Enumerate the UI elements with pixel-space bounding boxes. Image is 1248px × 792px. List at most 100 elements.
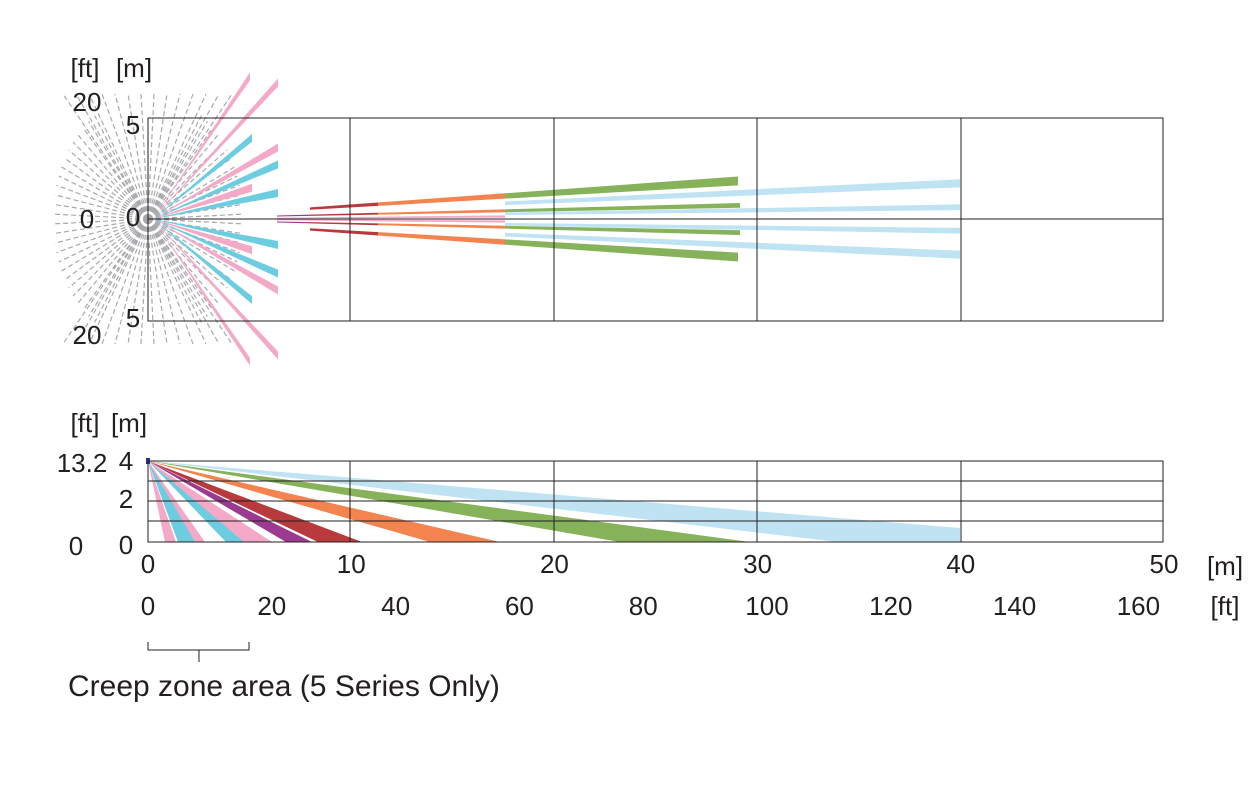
beam	[153, 160, 278, 219]
creep-line	[62, 218, 149, 345]
side-view-beams	[146, 458, 960, 542]
creep-line	[147, 149, 228, 220]
creep-line	[147, 218, 194, 345]
beam	[153, 183, 252, 219]
creep-line	[147, 93, 181, 220]
ft-label: 20	[73, 320, 102, 350]
ft-label: 0	[69, 531, 83, 561]
creep-line	[147, 218, 233, 345]
unit-label: [m]	[116, 53, 152, 83]
beam	[378, 193, 505, 206]
creep-line	[140, 93, 149, 220]
x-m-label: 40	[946, 549, 975, 579]
top-view-grid	[349, 118, 962, 321]
m-label: 5	[126, 303, 140, 333]
beam	[153, 219, 252, 305]
creep-line	[68, 149, 149, 220]
x-ft-label: 60	[505, 591, 534, 621]
creep-line	[88, 93, 149, 220]
creep-line	[72, 218, 149, 297]
creep-line	[114, 218, 149, 345]
x-ft-label: 80	[629, 591, 658, 621]
beam	[153, 219, 278, 360]
creep-line	[147, 93, 207, 220]
creep-line	[147, 218, 168, 345]
m-label: 0	[119, 530, 133, 560]
beam	[153, 219, 252, 255]
creep-line	[147, 218, 202, 323]
m-label: 4	[119, 446, 133, 476]
beam	[310, 228, 378, 236]
beam	[153, 219, 278, 249]
creep-line	[147, 218, 155, 345]
creep-line	[147, 93, 155, 220]
beam	[505, 204, 960, 216]
x-m-label: 10	[337, 549, 366, 579]
creep-line	[77, 218, 149, 304]
x-m-label: 30	[743, 549, 772, 579]
beam	[153, 143, 278, 219]
beam	[378, 232, 505, 245]
unit-label: [m]	[111, 408, 147, 438]
creep-line	[101, 93, 149, 220]
creep-line	[56, 184, 149, 220]
unit-label: [ft]	[71, 53, 100, 83]
creep-line	[147, 218, 219, 304]
x-ft-label: 140	[993, 591, 1036, 621]
beam	[505, 203, 740, 213]
x-ft-label: 100	[745, 591, 788, 621]
m-label: 0	[126, 202, 140, 232]
creep-line	[94, 218, 149, 323]
x-ft-label: 40	[381, 591, 410, 621]
creep-line	[94, 115, 149, 220]
x-m-label: 0	[141, 549, 155, 579]
creep-line	[147, 93, 233, 220]
x-axis-labels: 0 10 20 30 40 50 0 20 40 60 80 100 120 140 160	[141, 549, 1179, 621]
side-view-grid	[148, 461, 1163, 542]
creep-bracket	[147, 642, 250, 662]
creep-line	[147, 93, 194, 220]
creep-line	[147, 218, 207, 345]
beam	[378, 209, 505, 215]
beam	[505, 222, 960, 234]
creep-line	[114, 93, 149, 220]
unit-label: [ft]	[1211, 591, 1240, 621]
beam	[153, 219, 278, 295]
creep-line	[77, 134, 149, 220]
m-label: 2	[119, 484, 133, 514]
beam	[310, 222, 378, 226]
ft-label: 20	[73, 87, 102, 117]
creep-line	[147, 166, 235, 220]
beam	[153, 72, 250, 219]
beam	[277, 214, 310, 217]
top-view-beams	[53, 72, 960, 366]
beam	[277, 221, 310, 224]
creep-line	[64, 218, 149, 281]
beam	[153, 133, 252, 219]
m-label: 5	[126, 110, 140, 140]
unit-label: [ft]	[71, 408, 100, 438]
creep-line	[75, 218, 149, 345]
beam	[153, 219, 250, 366]
beam	[153, 189, 278, 219]
unit-label: [m]	[1207, 551, 1243, 581]
beam	[505, 225, 740, 235]
ft-label: 0	[80, 204, 94, 234]
creep-line	[147, 218, 235, 272]
creep-line	[127, 93, 149, 220]
x-ft-label: 0	[141, 591, 155, 621]
creep-line	[147, 93, 168, 220]
ft-label: 13.2	[57, 448, 108, 478]
creep-line	[56, 218, 149, 254]
creep-line	[54, 194, 149, 220]
beam	[310, 202, 378, 210]
creep-line	[54, 218, 149, 244]
creep-line	[61, 218, 149, 272]
creep-line	[88, 218, 149, 345]
creep-line	[61, 166, 149, 220]
beam	[277, 219, 505, 223]
x-m-label: 50	[1150, 549, 1179, 579]
beam	[505, 179, 960, 206]
creep-line	[62, 93, 149, 220]
